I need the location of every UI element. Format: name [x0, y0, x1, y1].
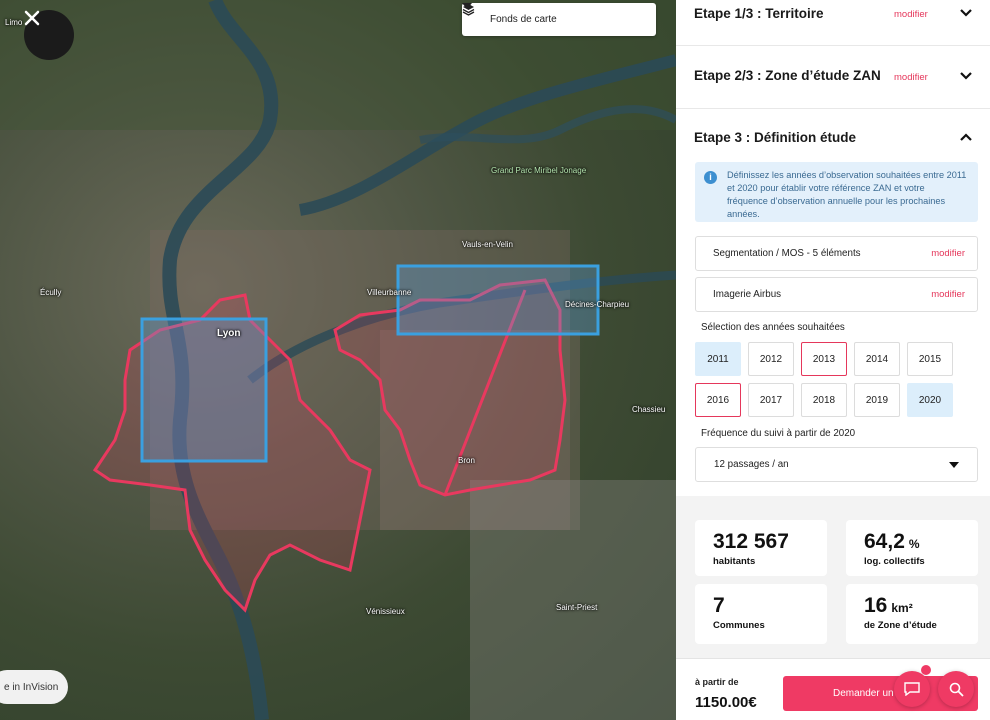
option-imagery[interactable]: Imagerie Airbus modifier [695, 277, 978, 312]
zone-outline [92, 293, 372, 613]
stat-population-value: 312 567 [713, 530, 789, 553]
close-icon [24, 10, 40, 26]
map-overlay [92, 0, 676, 720]
step-2-title: Etape 2/3 : Zone d’étude ZAN [694, 68, 881, 83]
year-button-2015[interactable]: 2015 [907, 342, 953, 376]
step-1-title: Etape 1/3 : Territoire [694, 6, 824, 21]
selection-box-villeurbanne [396, 264, 600, 336]
price-from-label: à partir de [695, 677, 739, 687]
stat-area-unit: km² [891, 601, 913, 615]
frequency-label: Fréquence du suivi à partir de 2020 [701, 428, 856, 439]
option-segmentation-edit[interactable]: modifier [931, 248, 965, 259]
stat-area: 16 km² de Zone d’étude [846, 584, 978, 644]
place-decines: Décines-Charpieu [565, 300, 630, 309]
stat-collective-value: 64,2 [864, 530, 905, 553]
place-lyon: Lyon [217, 328, 241, 339]
stat-collective-label: log. collectifs [864, 556, 925, 567]
year-button-2016[interactable]: 2016 [695, 383, 741, 417]
chat-icon [904, 682, 920, 696]
stat-population: 312 567 habitants [695, 520, 827, 576]
notification-dot [921, 665, 931, 675]
option-segmentation[interactable]: Segmentation / MOS - 5 éléments modifier [695, 236, 978, 271]
option-imagery-edit[interactable]: modifier [931, 289, 965, 300]
stat-area-value: 16 [864, 594, 888, 617]
study-panel: Etape 1/3 : Territoire modifier Etape 2/… [676, 0, 990, 720]
step-2[interactable]: Etape 2/3 : Zone d’étude ZAN modifier [676, 46, 990, 109]
step-1[interactable]: Etape 1/3 : Territoire modifier [676, 0, 990, 46]
step-3-title: Etape 3 : Définition étude [694, 130, 857, 145]
option-segmentation-label: Segmentation / MOS - 5 éléments [713, 248, 861, 259]
footer: à partir de 1150.00€ Demander un devis [676, 658, 990, 720]
frequency-value: 12 passages / an [714, 459, 789, 470]
info-icon: i [704, 171, 717, 184]
stat-communes: 7 Communes [695, 584, 827, 644]
place-saint-priest: Saint-Priest [556, 603, 598, 612]
stat-communes-value: 7 [713, 594, 725, 617]
close-button[interactable] [24, 10, 74, 60]
year-button-2018[interactable]: 2018 [801, 383, 847, 417]
option-imagery-label: Imagerie Airbus [713, 289, 782, 300]
year-button-2020[interactable]: 2020 [907, 383, 953, 417]
selection-box-lyon [140, 317, 268, 463]
step-1-edit-link[interactable]: modifier [894, 9, 928, 20]
year-button-2011[interactable]: 2011 [695, 342, 741, 376]
year-button-2017[interactable]: 2017 [748, 383, 794, 417]
chevron-down-icon[interactable] [960, 9, 972, 17]
place-chassieu: Chassieu [632, 405, 666, 414]
chevron-down-icon[interactable] [960, 72, 972, 80]
search-button[interactable] [938, 671, 974, 707]
year-button-2014[interactable]: 2014 [854, 342, 900, 376]
stat-population-label: habitants [713, 556, 756, 567]
year-button-2019[interactable]: 2019 [854, 383, 900, 417]
place-vaulx: Vauls-en-Velin [462, 240, 513, 249]
invision-label: e in InVision [4, 681, 59, 693]
stat-collective: 64,2% log. collectifs [846, 520, 978, 576]
caret-down-icon [462, 3, 472, 9]
step-2-edit-link[interactable]: modifier [894, 72, 928, 83]
place-miribel: Grand Parc Miribel Jonage [491, 166, 587, 175]
years-grid: 2011 2012 2013 2014 2015 2016 2017 2018 2019 2020 [695, 342, 957, 417]
place-venissieux: Vénissieux [366, 607, 405, 616]
year-button-2012[interactable]: 2012 [748, 342, 794, 376]
price-value: 1150.00€ [695, 694, 757, 711]
place-limo: Limo [5, 18, 23, 27]
info-box: i Définissez les années d’observation so… [695, 162, 978, 222]
stat-area-label: de Zone d’étude [864, 620, 937, 631]
place-ecully: Écully [40, 288, 62, 297]
year-button-2013[interactable]: 2013 [801, 342, 847, 376]
stat-communes-label: Communes [713, 620, 765, 631]
satellite-map[interactable]: Limo Écully Lyon Villeurbanne Vauls-en-V… [0, 0, 676, 720]
info-text: Définissez les années d’observation souh… [727, 170, 967, 219]
years-label: Sélection des années souhaitées [701, 322, 845, 333]
place-villeurbanne: Villeurbanne [367, 288, 412, 297]
caret-down-icon [949, 461, 959, 468]
stats-area: 312 567 habitants 64,2% log. collectifs … [676, 496, 990, 658]
request-quote-label: Demander un devis [833, 688, 920, 699]
chat-button[interactable] [894, 671, 930, 707]
search-icon [949, 682, 964, 697]
frequency-select[interactable]: 12 passages / an [695, 447, 978, 482]
stat-collective-unit: % [908, 537, 920, 551]
place-bron: Bron [458, 456, 475, 465]
invision-button[interactable]: e in InVision [0, 670, 68, 704]
chevron-up-icon[interactable] [960, 133, 972, 141]
basemap-label: Fonds de carte [490, 14, 557, 25]
basemap-select[interactable]: Fonds de carte [462, 3, 656, 36]
